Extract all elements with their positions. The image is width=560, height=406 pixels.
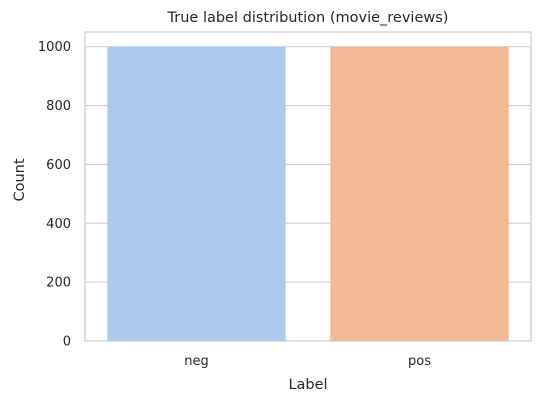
x-tick-label-pos: pos — [408, 354, 431, 369]
y-axis-label: Count — [12, 158, 28, 201]
y-tick-label: 400 — [46, 217, 71, 232]
y-tick-label: 0 — [63, 335, 71, 350]
y-tick-label: 600 — [46, 158, 71, 173]
y-tick-label: 200 — [46, 276, 71, 291]
bar-neg — [107, 46, 286, 341]
x-tick-label-neg: neg — [184, 354, 209, 369]
x-tick-labels: neg pos — [184, 354, 431, 369]
plot-frame — [84, 31, 532, 342]
bars — [107, 46, 509, 341]
chart-title: True label distribution (movie_reviews) — [167, 10, 449, 26]
y-tick-label: 800 — [46, 99, 71, 114]
bar-pos — [330, 46, 509, 341]
y-tick-labels: 0 200 400 600 800 1000 — [38, 40, 71, 349]
x-axis-label: Label — [288, 377, 327, 393]
y-tick-label: 1000 — [38, 40, 71, 55]
